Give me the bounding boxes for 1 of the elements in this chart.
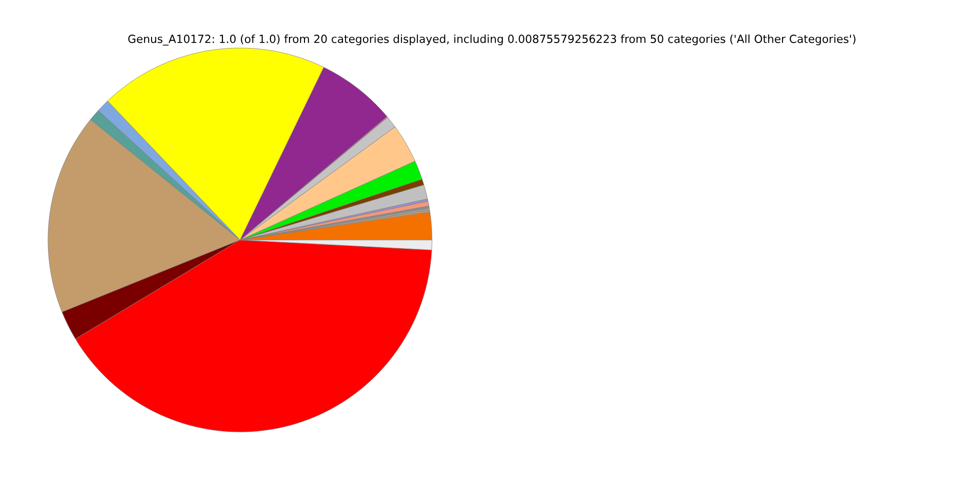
text: Genus_A10172: 1.0 (of 1.0) from 20 categories displayed, including 0.00875579256223 from 50 categories ('All Other Categories') [128,34,856,46]
